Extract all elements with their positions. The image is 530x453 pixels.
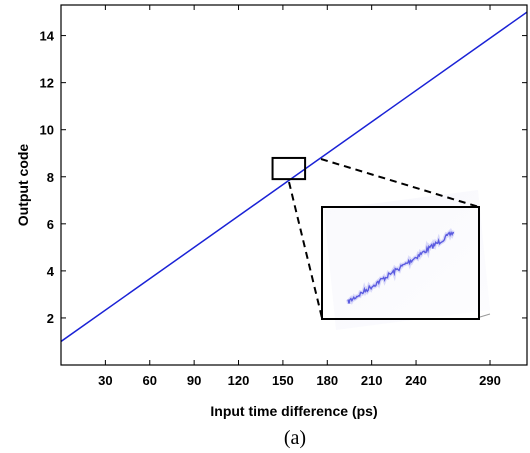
x-tick-label: 120 (228, 373, 250, 388)
zoom-connector-top (320, 158, 480, 208)
x-tick-label: 180 (316, 373, 338, 388)
x-tick-label: 150 (272, 373, 294, 388)
y-tick-label: 4 (47, 264, 55, 279)
line-layer (61, 11, 527, 343)
y-tick-label: 12 (40, 76, 54, 91)
x-tick-label: 210 (361, 373, 383, 388)
y-tick-label: 2 (47, 311, 54, 326)
x-tick-label: 290 (479, 373, 501, 388)
figure-caption: (a) (284, 427, 306, 449)
axes-frame (60, 4, 528, 366)
series-line-0 (61, 11, 527, 343)
inset-tail-mark (479, 313, 491, 318)
x-tick-label: 240 (405, 373, 427, 388)
y-tick-label: 6 (47, 217, 54, 232)
y-tick-label: 10 (40, 123, 54, 138)
x-tick-label: 30 (98, 373, 112, 388)
y-axis-title: Output code (15, 144, 31, 227)
inset-trace-halo (346, 227, 455, 305)
inset-shadow (324, 190, 490, 330)
inset-panel (321, 190, 491, 330)
x-tick-label: 90 (187, 373, 201, 388)
x-axis-title: Input time difference (ps) (210, 403, 377, 419)
x-axis-ticks: 30 60 90 120 150 180 210 240 290 (98, 5, 501, 388)
inset-noisy-trace (347, 230, 455, 304)
y-tick-label: 8 (47, 170, 54, 185)
y-axis-ticks: 2 4 6 8 10 12 14 (40, 29, 527, 326)
x-tick-label: 60 (143, 373, 157, 388)
zoom-box (271, 156, 307, 181)
y-tick-label: 14 (40, 29, 55, 44)
